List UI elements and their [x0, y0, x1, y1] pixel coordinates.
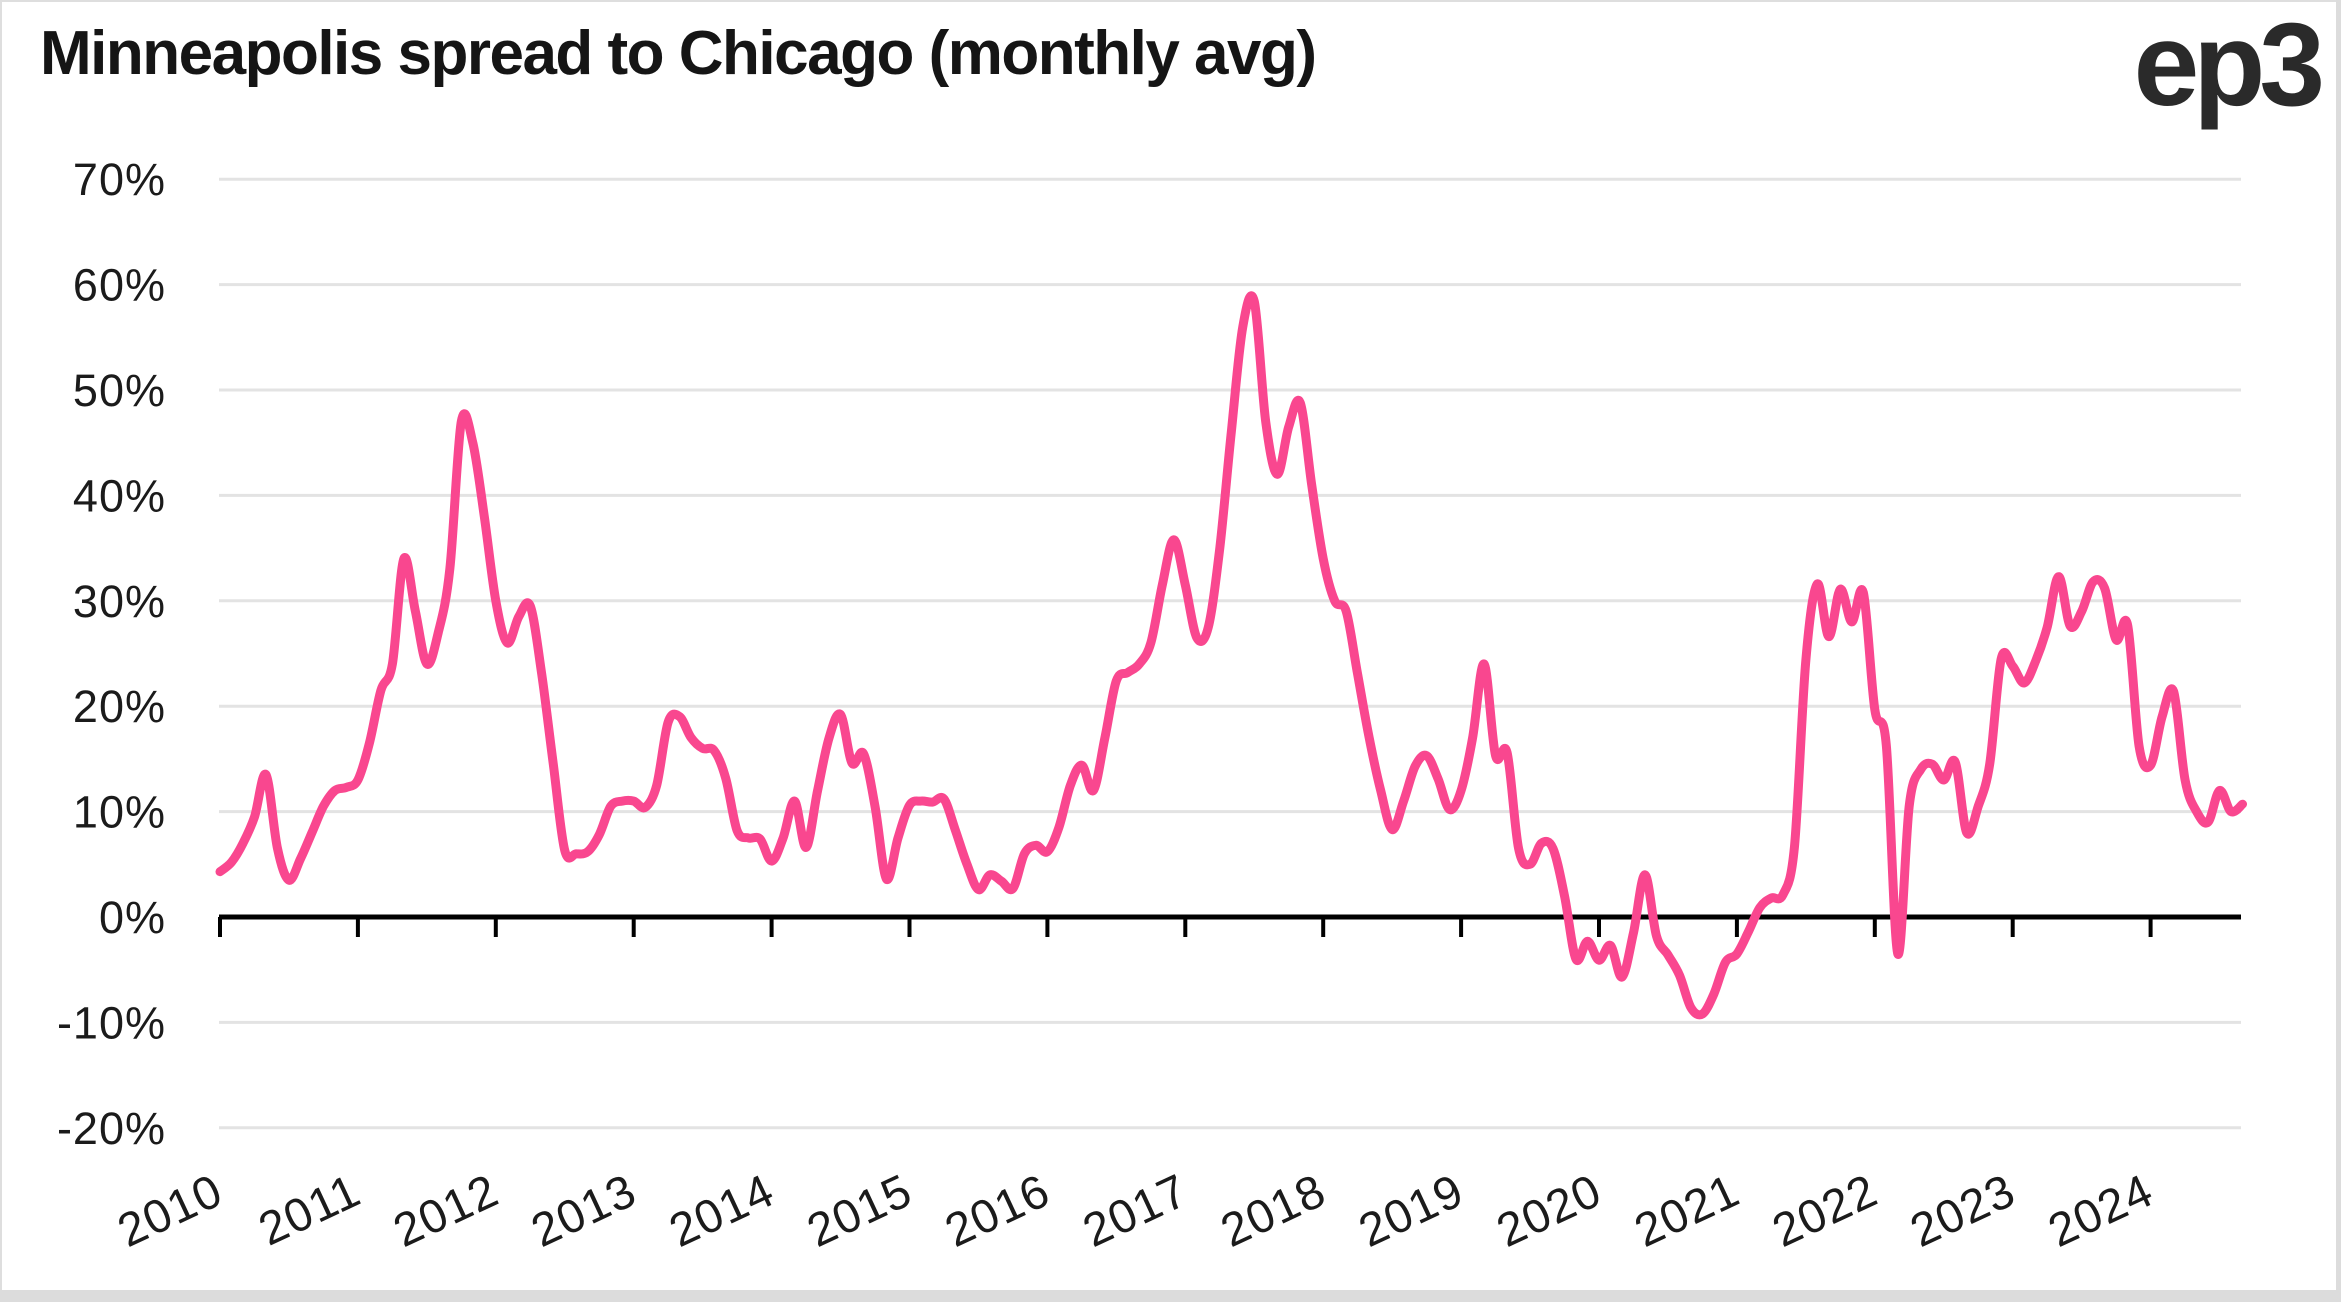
x-axis-label-2010: 2010 — [109, 1163, 230, 1257]
y-axis-label-30: 30% — [73, 576, 166, 627]
x-axis-label-2014: 2014 — [661, 1163, 782, 1257]
x-axis-label-2024: 2024 — [2040, 1163, 2161, 1257]
chart-title: Minneapolis spread to Chicago (monthly a… — [40, 19, 1317, 88]
y-axis-label-10: 10% — [73, 787, 166, 838]
y-axis-label-20: 20% — [73, 681, 166, 732]
x-axis-label-2019: 2019 — [1351, 1163, 1472, 1257]
x-axis-label-2011: 2011 — [250, 1163, 368, 1255]
x-axis-label-2018: 2018 — [1213, 1163, 1334, 1257]
y-axis-label--20: -20% — [57, 1103, 166, 1154]
x-axis-label-2015: 2015 — [799, 1163, 920, 1257]
x-axis-label-2012: 2012 — [385, 1163, 506, 1257]
ep3-logo: ep3 — [2133, 0, 2325, 131]
screenshot-border-bottom — [0, 1290, 2341, 1302]
x-axis-label-2022: 2022 — [1764, 1163, 1885, 1257]
screenshot-border-right — [2336, 0, 2341, 1302]
screenshot-border-left — [0, 0, 2, 1302]
y-axis-label-70: 70% — [73, 154, 166, 205]
y-axis-label-0: 0% — [99, 892, 166, 943]
x-axis-label-2013: 2013 — [523, 1163, 644, 1257]
x-axis-label-2016: 2016 — [937, 1163, 1058, 1257]
x-axis-label-2020: 2020 — [1488, 1163, 1609, 1257]
screenshot-border-top — [0, 0, 2341, 2]
x-axis-label-2023: 2023 — [1902, 1163, 2023, 1257]
x-axis-label-2017: 2017 — [1075, 1163, 1196, 1257]
x-axis-label-2021: 2021 — [1626, 1163, 1747, 1257]
y-axis-label-40: 40% — [73, 470, 166, 521]
series-line-minneapolis-spread — [215, 291, 2247, 1020]
y-axis-label--10: -10% — [57, 997, 166, 1048]
y-axis-label-50: 50% — [73, 365, 166, 416]
y-axis-label-60: 60% — [73, 260, 166, 311]
